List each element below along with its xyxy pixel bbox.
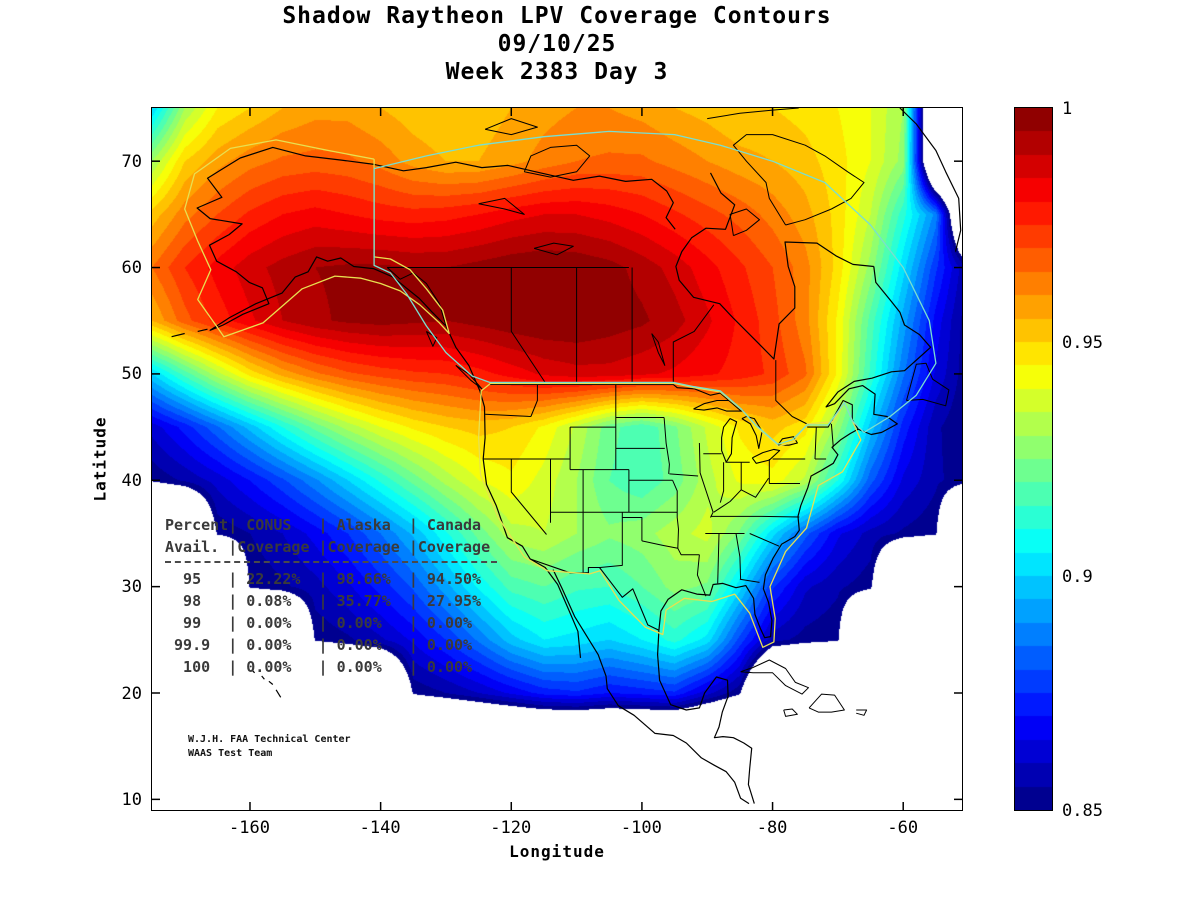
colorbar-tick-1: 1: [1062, 99, 1073, 119]
map-outline: [484, 118, 538, 136]
map-outline: [830, 423, 834, 448]
service-boundary: [184, 139, 450, 338]
map-outline: [530, 558, 660, 631]
plot-area: Percent| CONUS | Alaska | Canada Avail. |…: [151, 107, 963, 811]
map-outline: [599, 512, 623, 568]
map-outline: [739, 578, 760, 583]
plot-title: Shadow Raytheon LPV Coverage Contours: [282, 3, 832, 29]
map-outline: [663, 417, 670, 474]
map-outline: [196, 146, 447, 331]
y-tick-label: 40: [121, 470, 142, 491]
map-outline: [696, 554, 707, 597]
map-outline: [719, 462, 725, 503]
y-tick-label: 70: [121, 151, 142, 172]
map-outline: [713, 477, 770, 513]
map-outline: [856, 709, 868, 716]
map-outline: [197, 328, 208, 332]
map-outline: [510, 459, 547, 535]
map-outline: [651, 333, 666, 366]
plot-week-day: Week 2383 Day 3: [445, 59, 669, 85]
map-outline: [672, 304, 715, 385]
map-outline: [171, 332, 185, 338]
x-tick-label: -100: [620, 818, 662, 838]
map-outline: [373, 161, 676, 230]
map-outline: [732, 134, 865, 226]
map-outline: [698, 442, 714, 518]
map-outline: [749, 533, 780, 547]
map-outline: [530, 384, 538, 417]
service-boundary: [477, 382, 862, 648]
map-outline: [275, 689, 282, 698]
map-outline: [672, 384, 742, 412]
map-outline: [710, 515, 800, 518]
coverage-table-separator: [165, 561, 497, 563]
plot-date: 09/10/25: [497, 31, 617, 57]
service-boundary: [373, 130, 937, 445]
map-outline: [899, 108, 962, 252]
map-outline: [252, 670, 256, 674]
map-outline: [641, 540, 700, 556]
map-outline: [675, 172, 874, 360]
map-outline: [510, 267, 547, 385]
map-outline: [808, 693, 845, 713]
map-outline: [658, 428, 859, 639]
map-outline: [814, 427, 817, 460]
map-outline: [455, 364, 483, 390]
map-outline: [735, 533, 742, 580]
map-outline: [478, 197, 525, 215]
colorbar-tick-095: 0.95: [1062, 333, 1103, 353]
map-outline: [425, 330, 438, 347]
x-tick-label: -60: [887, 818, 919, 838]
map-outline: [533, 242, 574, 256]
map-outline: [669, 473, 699, 477]
map-outline: [707, 108, 799, 120]
colorbar-canvas: [1015, 108, 1052, 810]
map-outline: [740, 659, 809, 695]
map-outlines: [152, 108, 962, 810]
map-outline: [552, 569, 750, 805]
map-outline: [751, 448, 781, 464]
footnote-line1: W.J.H. FAA Technical Center: [188, 734, 351, 745]
coverage-table-row: 99 | 0.00% | 0.00% | 0.00%: [165, 614, 473, 632]
map-outline: [485, 413, 531, 417]
coverage-table-row: 98 | 0.08% | 35.77% | 27.95%: [165, 592, 482, 610]
map-outline: [657, 630, 755, 804]
map-outline: [622, 517, 643, 541]
coverage-table-row: 95 | 22.22% | 98.66% | 94.50%: [165, 570, 482, 588]
x-tick-label: -160: [228, 818, 270, 838]
coverage-table-subheader: Avail. |Coverage |Coverage |Coverage: [165, 538, 491, 556]
map-outline: [672, 480, 678, 518]
map-outline: [729, 208, 760, 237]
colorbar-tick-09: 0.9: [1062, 567, 1093, 587]
footnote: W.J.H. FAA Technical Center WAAS Test Te…: [188, 733, 351, 761]
y-tick-label: 60: [121, 258, 142, 279]
y-tick-label: 20: [121, 683, 142, 704]
map-outline: [721, 418, 738, 463]
map-outline: [906, 362, 950, 407]
map-outline: [775, 360, 810, 426]
colorbar: [1014, 107, 1053, 811]
map-outline: [523, 144, 591, 178]
y-tick-label: 10: [121, 789, 142, 810]
x-tick-label: -120: [490, 818, 532, 838]
map-outline: [261, 675, 265, 680]
map-outline: [676, 517, 679, 549]
coverage-table-row: 99.9 | 0.00% | 0.00% | 0.00%: [165, 636, 473, 654]
coverage-table: Percent| CONUS | Alaska | Canada Avail. |…: [165, 514, 497, 678]
title-block: Shadow Raytheon LPV Coverage Contours 09…: [152, 2, 962, 86]
y-tick-label: 50: [121, 364, 142, 385]
map-outline: [783, 708, 798, 717]
x-tick-label: -80: [756, 818, 788, 838]
footnote-line2: WAAS Test Team: [188, 748, 273, 759]
x-tick-label: -140: [359, 818, 401, 838]
map-outline: [717, 533, 720, 584]
y-tick-label: 30: [121, 577, 142, 598]
colorbar-tick-085: 0.85: [1062, 801, 1103, 821]
x-axis-label: Longitude: [509, 842, 605, 861]
map-outline: [268, 680, 274, 685]
coverage-table-header: Percent| CONUS | Alaska | Canada: [165, 516, 482, 534]
coverage-table-row: 100 | 0.00% | 0.00% | 0.00%: [165, 658, 473, 676]
